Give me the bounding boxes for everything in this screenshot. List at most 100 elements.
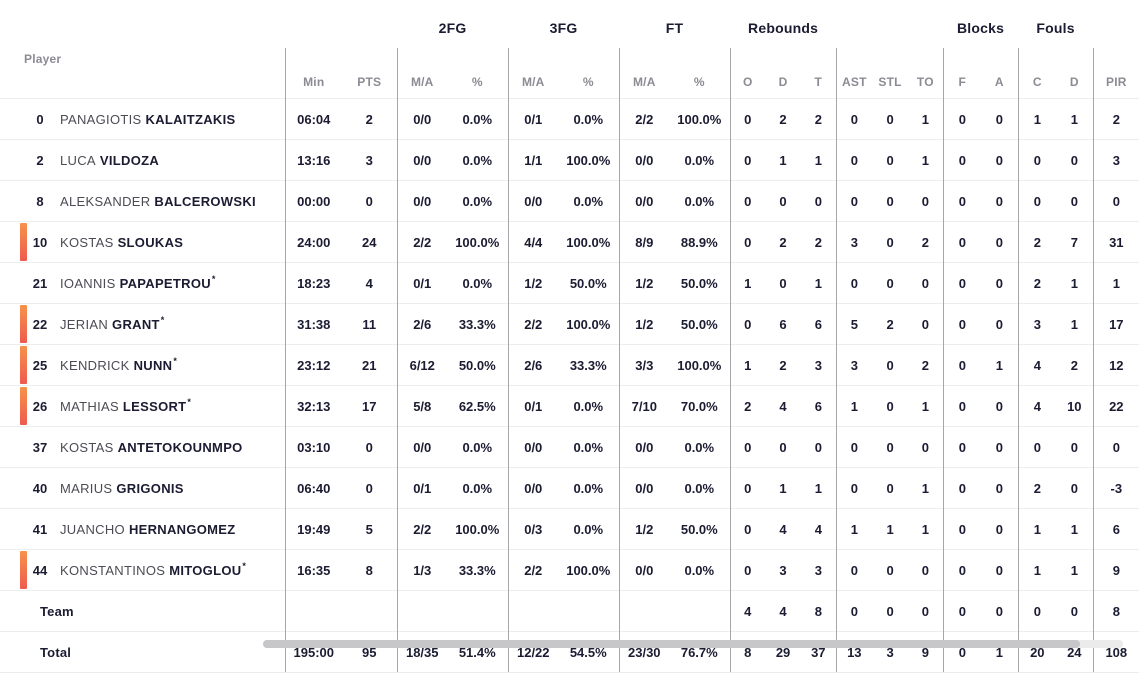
- stat-foul-c: 1: [1017, 549, 1057, 591]
- stat-fg2-pct: 0.0%: [447, 262, 509, 304]
- stat-ft-pct: 100.0%: [669, 344, 731, 386]
- stat-reb-d: 6: [765, 303, 802, 345]
- stat-reb-o: 0: [729, 549, 766, 591]
- column-header-stl: STL: [878, 75, 902, 89]
- stat-foul-c: 1: [1017, 98, 1057, 140]
- stat-fg3-pct: 54.5%: [558, 631, 620, 673]
- stat-min: 16:35: [284, 549, 342, 591]
- player-cell[interactable]: 41 JUANCHO HERNANGOMEZ: [0, 508, 285, 550]
- stat-foul-c: 0: [1017, 590, 1057, 632]
- stat-ast: 0: [835, 180, 873, 222]
- stat-blk-a: 0: [981, 303, 1019, 345]
- table-header: 2FG 3FG FT Rebounds Blocks Fouls Player …: [0, 0, 1139, 99]
- stat-reb-d: 4: [765, 508, 802, 550]
- stat-ft-ma: 7/10: [618, 385, 670, 427]
- stat-to: 9: [908, 631, 944, 673]
- stat-reb-t: 1: [801, 262, 837, 304]
- player-first-name: KONSTANTINOS: [60, 562, 166, 578]
- stat-min: 06:40: [284, 467, 342, 509]
- stat-ft-ma: 1/2: [618, 508, 670, 550]
- jersey-number: 25: [32, 357, 48, 373]
- stat-foul-d: 24: [1056, 631, 1094, 673]
- stat-stl: 0: [872, 426, 909, 468]
- stat-fg3-ma: 2/6: [507, 344, 559, 386]
- stat-fg2-pct: 100.0%: [447, 508, 509, 550]
- stat-fg2-pct: 33.3%: [447, 549, 509, 591]
- stat-ast: 5: [835, 303, 873, 345]
- horizontal-scrollbar-track[interactable]: [263, 640, 1123, 648]
- player-last-name: LESSORT: [122, 398, 187, 414]
- stat-foul-c: 0: [1017, 180, 1057, 222]
- stat-fg2-pct: 0.0%: [447, 180, 509, 222]
- stat-foul-d: 1: [1056, 98, 1094, 140]
- stat-foul-d: 0: [1056, 180, 1094, 222]
- player-cell[interactable]: 0 PANAGIOTIS KALAITZAKIS: [0, 98, 285, 140]
- horizontal-scrollbar-thumb[interactable]: [263, 640, 1080, 648]
- player-first-name: MARIUS: [60, 480, 113, 496]
- stat-blk-f: 0: [942, 631, 982, 673]
- table-row-player: 41 JUANCHO HERNANGOMEZ 19:49 5 2/2 100.0% 0/3 0.…: [0, 508, 1139, 550]
- player-last-name: VILDOZA: [99, 152, 160, 168]
- table-row-player: 21 IOANNIS PAPAPETROU* 18:23 4 0/1 0.0% 1/2 50.0…: [0, 262, 1139, 304]
- stat-fg3-pct: 0.0%: [558, 508, 620, 550]
- table-row-player: 37 KOSTAS ANTETOKOUNMPO 03:10 0 0/0 0.0% 0/0 0.0…: [0, 426, 1139, 468]
- stat-fg3-pct: 100.0%: [558, 549, 620, 591]
- stat-blk-f: 0: [942, 467, 982, 509]
- table-row-player: 2 LUCA VILDOZA 13:16 3 0/0 0.0% 1/1 100.0% 0/0 0.0…: [0, 139, 1139, 181]
- column-header-pts: PTS: [357, 75, 382, 89]
- player-cell[interactable]: 10 KOSTAS SLOUKAS: [0, 221, 285, 263]
- jersey-number: 41: [32, 521, 48, 537]
- stat-blk-f: 0: [942, 385, 982, 427]
- stat-fg2-pct: 62.5%: [447, 385, 509, 427]
- stat-ft-ma: 1/2: [618, 303, 670, 345]
- player-first-name: ALEKSANDER: [60, 193, 151, 209]
- player-cell[interactable]: 2 LUCA VILDOZA: [0, 139, 285, 181]
- stat-fg3-ma: 12/22: [507, 631, 559, 673]
- player-cell[interactable]: 8 ALEKSANDER BALCEROWSKI: [0, 180, 285, 222]
- stat-foul-c: 0: [1017, 139, 1057, 181]
- player-first-name: LUCA: [60, 152, 96, 168]
- stat-ft-ma: 0/0: [618, 180, 670, 222]
- player-cell[interactable]: 21 IOANNIS PAPAPETROU*: [0, 262, 285, 304]
- stat-pir: 22: [1092, 385, 1139, 427]
- stat-ast: 13: [835, 631, 873, 673]
- stat-reb-t: 2: [801, 221, 837, 263]
- stat-ft-ma: 2/2: [618, 98, 670, 140]
- stat-pir: 17: [1092, 303, 1139, 345]
- stat-reb-t: 4: [801, 508, 837, 550]
- stat-ft-pct: 50.0%: [669, 262, 731, 304]
- stat-ast: 1: [835, 508, 873, 550]
- stat-blk-f: 0: [942, 549, 982, 591]
- stat-pts: 0: [342, 180, 397, 222]
- group-header-2fg: 2FG: [438, 20, 467, 36]
- group-header-blank: [836, 0, 943, 48]
- stat-fg2-pct: 0.0%: [447, 139, 509, 181]
- stat-fg3-pct: 100.0%: [558, 221, 620, 263]
- stat-fg3-pct: 0.0%: [558, 426, 620, 468]
- stat-blk-a: 0: [981, 385, 1019, 427]
- column-header-ast: AST: [835, 48, 873, 99]
- on-court-indicator: [20, 551, 27, 589]
- player-first-name: IOANNIS: [60, 275, 116, 291]
- stat-fg3-ma: [507, 590, 559, 632]
- player-cell[interactable]: 22 JERIAN GRANT*: [0, 303, 285, 345]
- player-last-name: SLOUKAS: [117, 234, 184, 250]
- player-first-name: PANAGIOTIS: [60, 111, 142, 127]
- stat-reb-o: 1: [729, 344, 766, 386]
- player-cell[interactable]: 40 MARIUS GRIGONIS: [0, 467, 285, 509]
- stat-pir: 8: [1092, 590, 1139, 632]
- stat-stl: 1: [872, 508, 909, 550]
- stat-pts: [342, 590, 397, 632]
- table-row-player: 0 PANAGIOTIS KALAITZAKIS 06:04 2 0/0 0.0% 0/1 0.…: [0, 98, 1139, 140]
- player-cell[interactable]: 26 MATHIAS LESSORT*: [0, 385, 285, 427]
- table-row-player: 44 KONSTANTINOS MITOGLOU* 16:35 8 1/3 33.3% 2/2…: [0, 549, 1139, 591]
- stat-reb-d: 3: [765, 549, 802, 591]
- player-last-name: KALAITZAKIS: [145, 111, 236, 127]
- column-header-2fg-ma: M/A: [396, 48, 447, 99]
- player-cell[interactable]: 44 KONSTANTINOS MITOGLOU*: [0, 549, 285, 591]
- stat-reb-d: 1: [765, 467, 802, 509]
- stat-reb-o: 0: [729, 180, 766, 222]
- player-cell[interactable]: 25 KENDRICK NUNN*: [0, 344, 285, 386]
- player-cell[interactable]: 37 KOSTAS ANTETOKOUNMPO: [0, 426, 285, 468]
- stat-foul-c: 2: [1017, 262, 1057, 304]
